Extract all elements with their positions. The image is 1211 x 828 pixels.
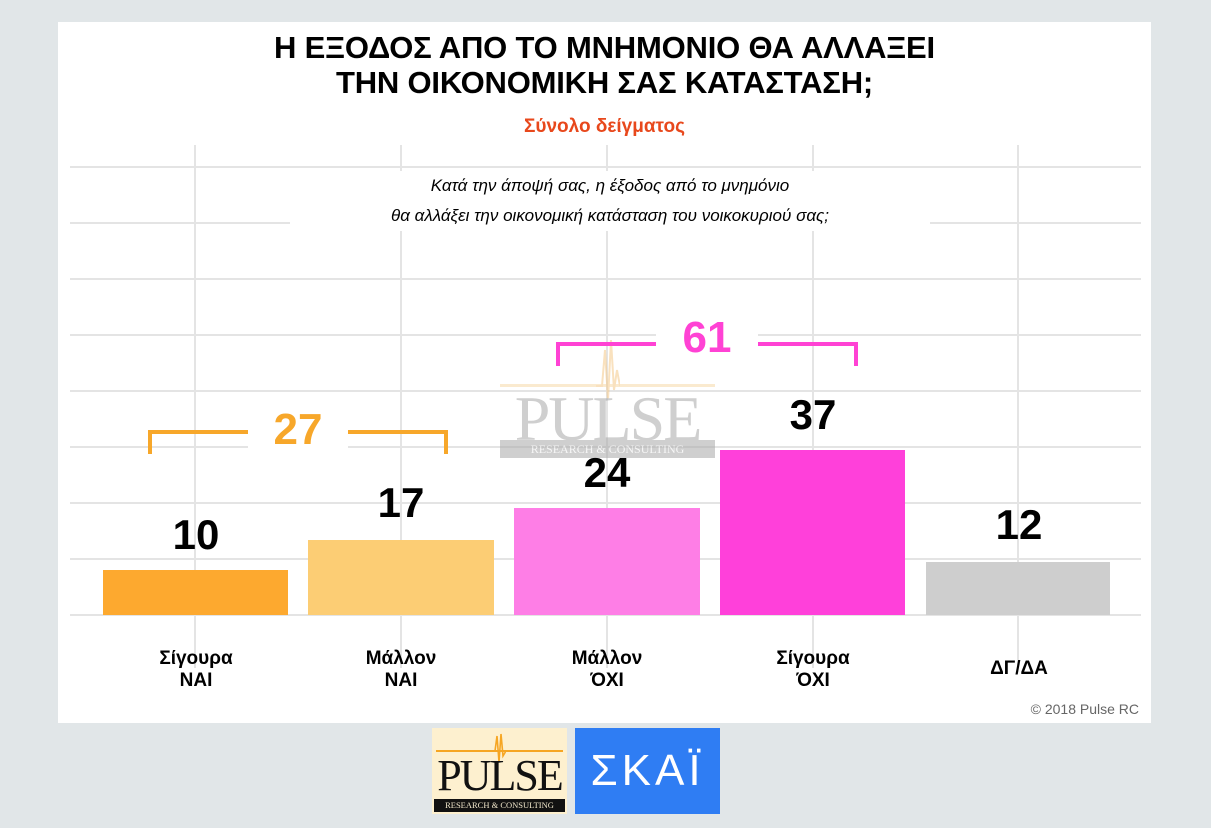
x-label: Μάλλον ΝΑΙ [308,648,494,692]
pulse-spike-icon [596,339,620,401]
pulse-spike-icon [492,733,506,763]
x-label-line: ΝΑΙ [179,670,213,691]
pulse-logo: PULSE RESEARCH & CONSULTING [432,728,567,814]
x-label-line: Μάλλον [365,648,437,669]
bar-mallon-nai [308,540,494,615]
bar-value: 17 [377,479,425,526]
copyright-credit: © 2018 Pulse RC [1030,701,1139,717]
x-label-line: ΔΓ/ΔΑ [990,658,1048,679]
x-label-line: ΝΑΙ [384,670,418,691]
bar-value: 37 [789,391,837,438]
chart-subtitle: Σύνολο δείγματος [524,116,685,137]
pulse-logo-band: RESEARCH & CONSULTING [434,799,565,812]
title-line-2: ΤΗΝ ΟΙΚΟΝΟΜΙΚΗ ΣΑΣ ΚΑΤΑΣΤΑΣΗ; [335,65,874,100]
gridline-vertical [812,145,814,668]
bar-value: 12 [995,501,1043,548]
baseline [70,614,1141,616]
x-label: ΔΓ/ΔΑ [926,658,1112,680]
survey-question: Κατά την άποψή σας, η έξοδος από το μνημ… [290,171,930,231]
bar-value: 10 [172,511,220,558]
bar-mallon-oxi [514,508,700,615]
bar-sigoura-oxi [720,450,905,615]
skai-logo: ΣΚΑΪ [575,728,720,814]
gridline [70,278,1141,280]
title-line-1: Η ΕΞΟΔΟΣ ΑΠΟ ΤΟ ΜΝΗΜΟΝΙΟ ΘΑ ΑΛΛΑΞΕΙ [274,30,935,65]
gridline-vertical [1017,145,1019,668]
chart-title: Η ΕΞΟΔΟΣ ΑΠΟ ΤΟ ΜΝΗΜΟΝΙΟ ΘΑ ΑΛΛΑΞΕΙ ΤΗΝ … [58,30,1151,100]
gridline [70,334,1141,336]
gridline [70,166,1141,168]
x-label-line: Σίγουρα [776,648,850,669]
pulse-logo-text: PULSE [437,751,563,800]
x-label: Μάλλον ΌΧΙ [514,648,700,692]
question-line-1: Κατά την άποψή σας, η έξοδος από το μνημ… [430,176,790,195]
group-total-no: 61 [656,316,758,360]
gridline-vertical [400,145,402,668]
x-label-line: ΌΧΙ [796,670,830,691]
question-line-2: θα αλλάξει την οικονομική κατάσταση του … [390,206,829,225]
bar-dg-da [926,562,1110,615]
gridline [70,502,1141,504]
x-label: Σίγουρα ΌΧΙ [720,648,906,692]
x-label-line: Μάλλον [571,648,643,669]
x-label-line: ΌΧΙ [590,670,624,691]
chart-panel: Η ΕΞΟΔΟΣ ΑΠΟ ΤΟ ΜΝΗΜΟΝΙΟ ΘΑ ΑΛΛΑΞΕΙ ΤΗΝ … [58,22,1151,723]
pulse-watermark: PULSE RESEARCH & CONSULTING [500,330,715,460]
gridline-vertical [194,145,196,668]
gridline [70,390,1141,392]
gridline-vertical [606,145,608,668]
group-total-yes: 27 [248,408,348,452]
watermark-band: RESEARCH & CONSULTING [500,440,715,458]
x-label-line: Σίγουρα [159,648,233,669]
bar-value: 24 [583,449,631,496]
bar-sigoura-nai [103,570,288,615]
x-label: Σίγουρα ΝΑΙ [103,648,289,692]
